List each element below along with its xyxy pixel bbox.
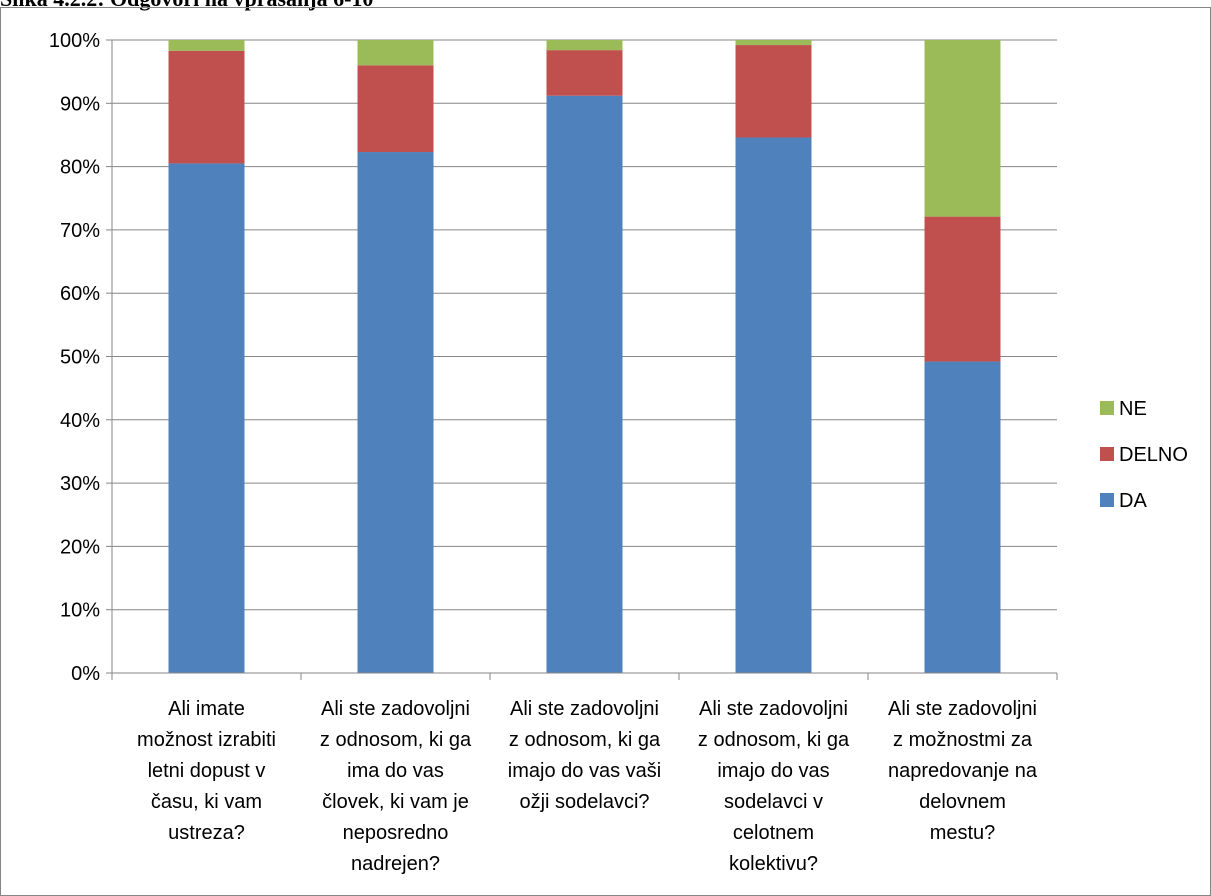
- category-label: ožji sodelavci?: [519, 791, 649, 813]
- y-tick-label: 70%: [60, 220, 100, 242]
- bar-segment-da: [735, 137, 812, 673]
- bar-segment-da: [924, 361, 1001, 673]
- category-label: napredovanje na: [888, 760, 1038, 782]
- bar-segment-delno: [735, 45, 812, 138]
- axes: [106, 39, 1058, 680]
- bar-segment-da: [546, 95, 623, 674]
- category-label: Ali ste zadovoljni: [321, 698, 470, 720]
- category-label: letni dopust v: [148, 760, 266, 782]
- bar-segment-ne: [168, 40, 245, 51]
- category-label: kolektivu?: [729, 853, 818, 875]
- category-label: celotnem: [733, 822, 814, 844]
- category-label: ustreza?: [168, 822, 245, 844]
- category-label: neposredno: [343, 822, 449, 844]
- legend-swatch-da: [1100, 493, 1114, 507]
- bar-segment-da: [168, 163, 245, 673]
- category-label: Ali ste zadovoljni: [510, 698, 659, 720]
- y-tick-label: 30%: [60, 473, 100, 495]
- category-label: Ali ste zadovoljni: [699, 698, 848, 720]
- category-label: času, ki vam: [151, 791, 262, 813]
- category-label: z odnosom, ki ga: [320, 729, 472, 751]
- legend-swatch-ne: [1100, 401, 1114, 415]
- category-label: imajo do vas: [717, 760, 829, 782]
- category-label: človek, ki vam je: [322, 791, 469, 813]
- y-tick-label: 90%: [60, 93, 100, 115]
- y-tick-label: 50%: [60, 347, 100, 369]
- category-label: mestu?: [930, 822, 996, 844]
- category-label: delovnem: [919, 791, 1006, 813]
- page-title: Slika 4.2.2: Odgovori na vprašanja 6-10: [0, 0, 373, 12]
- category-label: sodelavci v: [724, 791, 823, 813]
- legend-label-delno: DELNO: [1119, 444, 1188, 466]
- y-tick-label: 100%: [49, 30, 100, 52]
- y-tick-label: 20%: [60, 536, 100, 558]
- y-tick-label: 0%: [71, 663, 100, 685]
- legend: NE DELNO DA: [1100, 398, 1188, 512]
- category-label: možnost izrabiti: [137, 729, 276, 751]
- bar-segment-ne: [924, 40, 1001, 217]
- bar-segment-da: [357, 152, 434, 673]
- category-label: z odnosom, ki ga: [698, 729, 850, 751]
- y-axis-tick-labels: 0% 10% 20% 30% 40% 50% 60% 70% 80% 90% 100%: [49, 30, 100, 685]
- category-label: Ali ste zadovoljni: [888, 698, 1037, 720]
- bars: [168, 40, 1001, 674]
- bar-segment-delno: [168, 50, 245, 164]
- category-label: imajo do vas vaši: [508, 760, 661, 782]
- bar-segment-ne: [546, 40, 623, 51]
- bar-segment-delno: [924, 216, 1001, 362]
- x-axis-category-labels: Ali imate možnost izrabiti letni dopust v č…: [137, 698, 1038, 875]
- bar-segment-ne: [735, 40, 812, 46]
- bar-segment-ne: [357, 40, 434, 66]
- y-tick-label: 10%: [60, 600, 100, 622]
- legend-label-ne: NE: [1119, 398, 1147, 420]
- bar-segment-delno: [546, 50, 623, 96]
- legend-label-da: DA: [1119, 490, 1147, 512]
- bar-segment-delno: [357, 65, 434, 153]
- category-label: z odnosom, ki ga: [509, 729, 661, 751]
- category-label: z možnostmi za: [893, 729, 1033, 751]
- category-label: Ali imate: [168, 698, 245, 720]
- y-tick-label: 80%: [60, 157, 100, 179]
- category-label: nadrejen?: [351, 853, 440, 875]
- legend-swatch-delno: [1100, 447, 1114, 461]
- category-label: ima do vas: [347, 760, 444, 782]
- y-tick-label: 60%: [60, 283, 100, 305]
- y-tick-label: 40%: [60, 410, 100, 432]
